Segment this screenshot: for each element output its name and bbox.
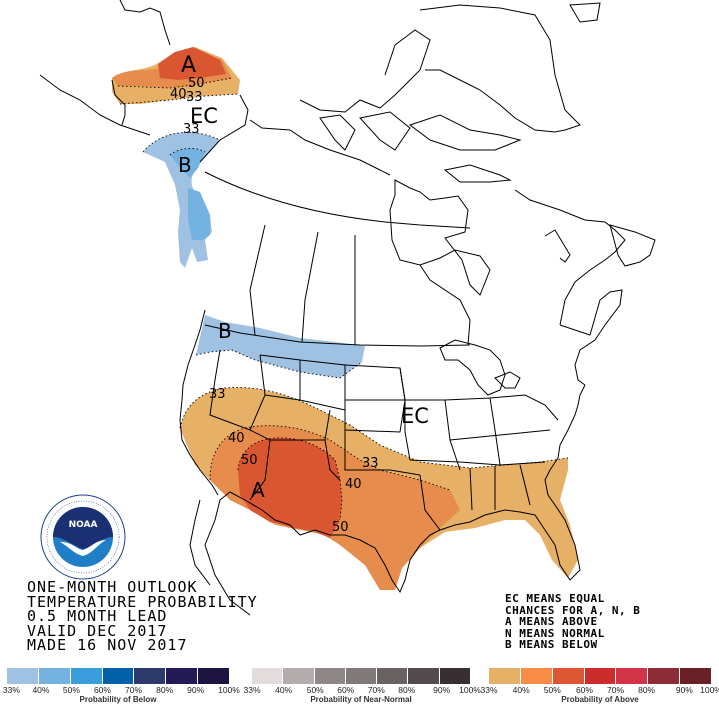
contour-40-label: 40 (228, 431, 245, 446)
legend-below-title: Probability of Below (79, 695, 157, 704)
alaska-ec-label: EC (190, 104, 218, 128)
contour-40-label: 40 (345, 477, 362, 492)
contour-40-label: 40 (170, 87, 187, 102)
south-above-region (180, 387, 578, 590)
legend-below: 33% 40% 50% 60% 70% 80% 90% 100% Probabi… (2, 668, 240, 707)
southwest-above-label: A (251, 478, 265, 502)
legend-above-ticks: 33% 40% 50% 60% 70% 80% 90% 100% (480, 685, 719, 695)
central-ec-label: EC (401, 404, 429, 428)
key-line: CHANCES FOR A, N, B (505, 603, 641, 617)
contour-lines (117, 77, 569, 521)
key-line: N MEANS NORMAL (505, 626, 605, 640)
contour-33-label: 33 (362, 456, 379, 471)
legend-below-ticks: 33% 40% 50% 60% 70% 80% 90% 100% (2, 685, 240, 695)
legend-above-colorbar (489, 668, 712, 684)
valid-period: VALID DEC 2017 (27, 621, 168, 640)
title-line: ONE-MONTH OUTLOOK (27, 578, 198, 596)
map-labels: A EC B B EC A 50 40 33 33 33 40 50 33 40… (170, 53, 429, 535)
outlook-title-block: ONE-MONTH OUTLOOK TEMPERATURE PROBABILIT… (27, 580, 258, 653)
contour-50-label: 50 (332, 520, 349, 535)
issue-date: MADE 16 NOV 2017 (27, 636, 188, 655)
alaska-above-label: A (181, 53, 196, 78)
contour-50-label: 50 (241, 453, 258, 468)
legend-near-normal-ticks: 33% 40% 50% 60% 70% 80% 90% 100% (243, 685, 481, 695)
contour-33-label: 33 (209, 387, 226, 402)
legend-above-title: Probability of Above (561, 695, 639, 704)
alaska-below-label: B (178, 153, 192, 177)
legend-below-colorbar (7, 668, 230, 684)
noaa-logo: NOAA (40, 494, 126, 580)
lead-time: 0.5 MONTH LEAD (27, 607, 168, 626)
contour-50-label: 50 (188, 76, 205, 91)
title-line: TEMPERATURE PROBABILITY (27, 592, 258, 611)
alaska-above-region (112, 47, 240, 104)
noaa-logo-text: NOAA (69, 520, 98, 530)
key-line: B MEANS BELOW (505, 638, 598, 652)
key-line: A MEANS ABOVE (505, 615, 598, 629)
legend-above: 33% 40% 50% 60% 70% 80% 90% 100% Probabi… (480, 668, 719, 707)
contour-33-label: 33 (183, 122, 200, 137)
category-key: EC MEANS EQUAL CHANCES FOR A, N, B A MEA… (505, 593, 640, 651)
northwest-below-label: B (218, 319, 232, 343)
legend-near-normal: 33% 40% 50% 60% 70% 80% 90% 100% Probabi… (243, 668, 481, 707)
legend-near-normal-title: Probability of Near-Normal (310, 695, 412, 704)
contour-33-label: 33 (186, 90, 203, 105)
alaska-below-region (143, 132, 220, 268)
boundaries (39, 0, 656, 616)
legend-near-normal-colorbar (252, 668, 470, 684)
key-line: EC MEANS EQUAL (505, 592, 605, 605)
outlook-map: A EC B B EC A 50 40 33 33 33 40 50 33 40… (39, 0, 656, 616)
